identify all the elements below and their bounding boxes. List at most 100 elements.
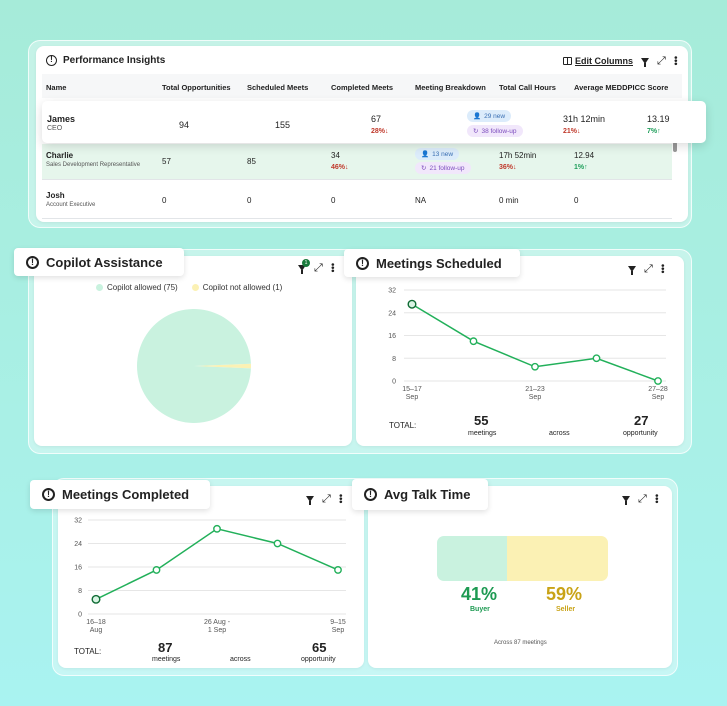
followup-badge: ↻ 38 follow-up — [467, 125, 523, 137]
info-icon — [356, 256, 369, 270]
performance-panel: Performance Insights Edit Columns ⤢ ••• … — [36, 46, 688, 222]
meetings-scheduled-panel: ⤢ ••• 0 8 16 24 32 15–17 Sep 21–23 Sep 27–28 Sep T… — [356, 256, 684, 446]
meetings-completed-title: Meetings Completed — [62, 487, 190, 502]
avg-talk-title: Avg Talk Time — [384, 487, 471, 502]
total-label: TOTAL: — [389, 421, 417, 430]
more-options-icon[interactable]: ••• — [657, 264, 668, 274]
arrow-up-icon: ↑ — [657, 128, 661, 135]
arrow-down-icon: ↓ — [345, 164, 349, 171]
x-tick-label: 26 Aug - — [204, 619, 231, 626]
y-tick-label: 0 — [392, 379, 396, 386]
x-tick-label: Sep — [406, 394, 419, 401]
col-total-call-hours: Total Call Hours — [499, 83, 556, 92]
more-options-icon[interactable]: ••• — [670, 56, 681, 66]
more-options-icon[interactable]: ••• — [335, 494, 346, 504]
filter-icon[interactable] — [641, 58, 649, 67]
col-scheduled-meets: Scheduled Meets — [247, 83, 309, 92]
talk-footer: Across 87 meetings — [494, 640, 547, 646]
filter-icon[interactable] — [306, 496, 314, 505]
filter-icon[interactable] — [628, 266, 636, 275]
x-tick-label: 16–18 — [86, 619, 106, 626]
data-point[interactable] — [654, 377, 662, 385]
row-score-pct: 7%↑ — [647, 128, 661, 135]
row-completed: 0 — [331, 196, 336, 205]
legend-item: Copilot allowed (75) — [96, 283, 178, 292]
table-row[interactable] — [42, 144, 672, 180]
data-point[interactable] — [334, 566, 342, 574]
pie-slice[interactable] — [194, 363, 251, 369]
y-tick-label: 8 — [78, 588, 82, 595]
copilot-panel: 1 ⤢ ••• Copilot allowed (75) Copilot not… — [34, 256, 352, 446]
row-role: Account Executive — [46, 202, 96, 208]
row-call-pct: 36%↓ — [499, 164, 517, 171]
row-score: 0 — [574, 196, 579, 205]
data-point[interactable] — [469, 337, 478, 346]
pie-slice[interactable] — [137, 309, 251, 424]
talk-time-bar — [437, 536, 608, 581]
edit-columns-button[interactable]: Edit Columns — [563, 56, 633, 66]
row-role: Sales Development Representative — [46, 162, 141, 168]
y-tick-label: 32 — [74, 518, 82, 525]
row-call-hours: 0 min — [499, 196, 519, 205]
info-icon — [46, 54, 57, 66]
buyer-segment — [437, 536, 508, 581]
across-label: across — [549, 430, 570, 437]
buyer-label: Buyer — [470, 606, 490, 613]
buyer-pct: 41% — [461, 584, 498, 604]
meetings-scheduled-title: Meetings Scheduled — [376, 255, 502, 271]
row-scheduled: 0 — [247, 196, 252, 205]
expand-icon[interactable]: ⤢ — [644, 263, 653, 275]
table-row[interactable] — [42, 181, 672, 219]
data-point[interactable] — [273, 539, 282, 548]
data-point[interactable] — [213, 524, 221, 533]
y-tick-label: 24 — [388, 310, 396, 317]
filter-icon[interactable]: 1 — [298, 259, 310, 274]
row-completed: 34 — [331, 151, 340, 160]
row-scheduled: 85 — [247, 157, 256, 166]
data-point[interactable] — [407, 299, 417, 309]
row-completed: 67 — [371, 114, 382, 124]
y-tick-label: 32 — [388, 288, 396, 295]
table-row-highlighted[interactable]: James CEO 94 155 67 28%↓ 👤 29 new ↻ 38 fol… — [42, 101, 706, 143]
data-point[interactable] — [152, 566, 161, 574]
meetings-completed-panel: ⤢ ••• 0 8 16 24 32 16–18 Aug 26 Aug -1 Sep 9–15 S… — [58, 486, 364, 668]
expand-icon[interactable]: ⤢ — [322, 493, 331, 505]
y-tick-label: 24 — [74, 541, 82, 548]
more-options-icon[interactable]: ••• — [327, 263, 338, 273]
expand-icon[interactable]: ⤢ — [638, 493, 647, 505]
meetings-completed-title-chip: Meetings Completed — [30, 480, 210, 509]
col-total-opportunities: Total Opportunities — [162, 83, 231, 92]
y-tick-label: 16 — [388, 333, 396, 340]
total-meetings-value: 55 — [474, 413, 489, 428]
columns-icon — [563, 57, 572, 65]
row-breakdown: NA — [415, 196, 427, 205]
row-name: James — [47, 114, 76, 124]
user-plus-icon: 👤 — [421, 151, 430, 158]
arrow-up-icon: ↑ — [584, 164, 588, 171]
meetings-scheduled-title-chip: Meetings Scheduled — [344, 249, 520, 277]
expand-icon[interactable]: ⤢ — [657, 55, 666, 67]
x-tick-label: Sep — [529, 394, 542, 401]
avg-talk-panel: ⤢ ••• 41% Buyer 59% Seller Across 87 mee… — [368, 486, 672, 668]
row-scheduled: 155 — [275, 120, 291, 130]
filter-icon[interactable] — [622, 496, 630, 505]
more-options-icon[interactable]: ••• — [651, 494, 662, 504]
refresh-icon: ↻ — [473, 128, 479, 135]
data-point[interactable] — [91, 594, 101, 604]
legend-item: Copilot not allowed (1) — [191, 283, 282, 292]
x-tick-label: Sep — [652, 394, 665, 401]
expand-icon[interactable]: ⤢ — [314, 262, 323, 274]
copilot-title: Copilot Assistance — [46, 254, 163, 270]
copilot-pie-chart — [137, 309, 251, 424]
arrow-down-icon: ↓ — [577, 128, 581, 135]
row-score-pct: 1%↑ — [574, 164, 588, 171]
new-badge: 👤 29 new — [467, 110, 512, 122]
data-point[interactable] — [531, 362, 539, 371]
total-label: TOTAL: — [74, 647, 102, 656]
user-plus-icon: 👤 — [473, 113, 482, 120]
table-header — [42, 74, 682, 98]
scrollbar[interactable] — [673, 142, 677, 152]
y-tick-label: 16 — [74, 565, 82, 572]
data-point[interactable] — [592, 354, 601, 363]
info-icon — [42, 488, 55, 501]
